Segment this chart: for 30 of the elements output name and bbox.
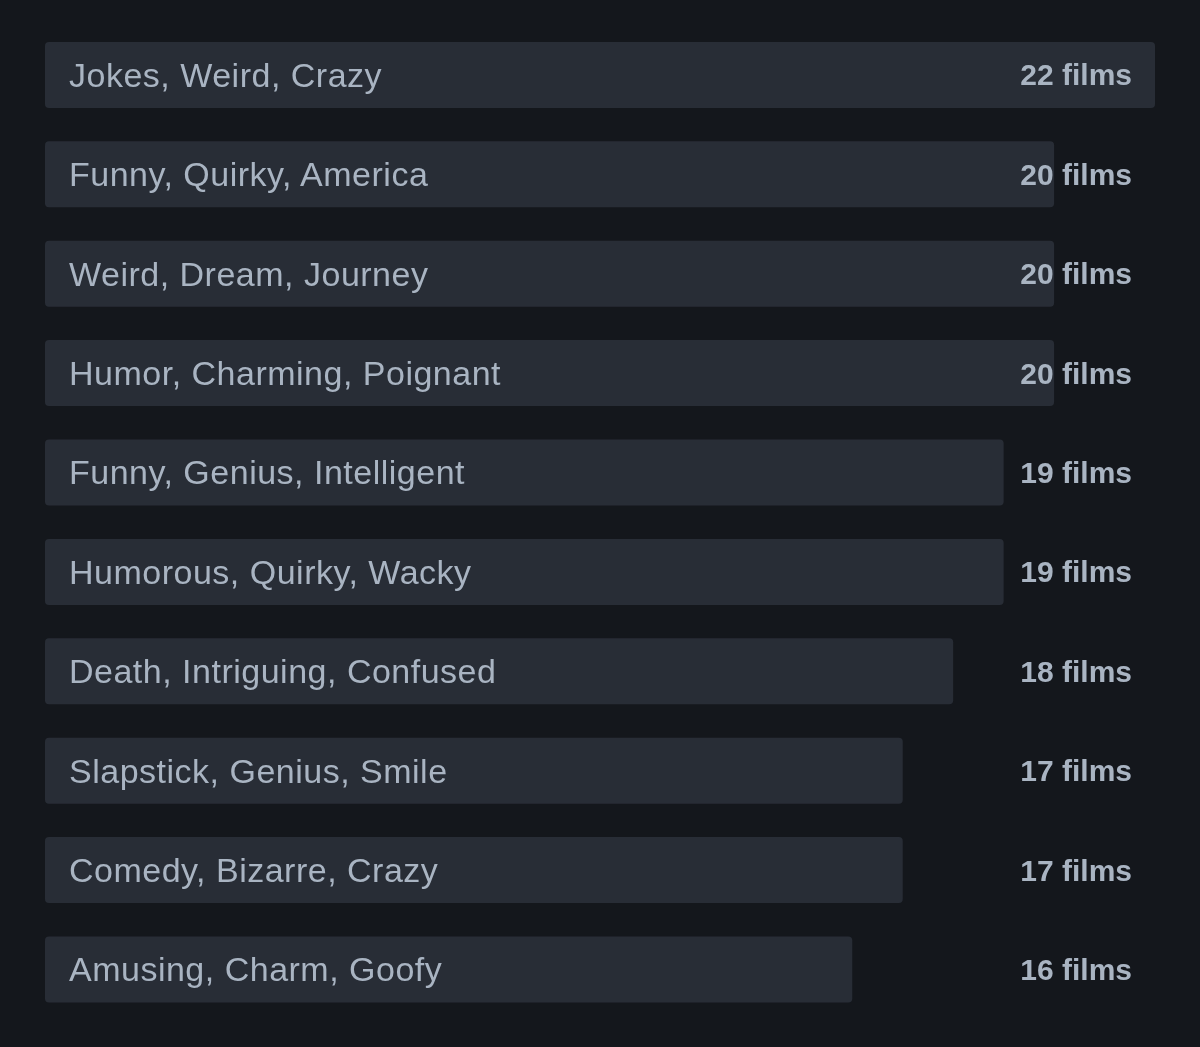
data-label: 16 films — [1020, 953, 1132, 986]
bar — [45, 936, 853, 1003]
y-tick-label: Death, Intriguing, Confused — [69, 652, 497, 691]
bar — [45, 737, 903, 804]
bar — [45, 141, 1055, 208]
data-label: 17 films — [1020, 754, 1132, 788]
y-tick-label: Comedy, Bizarre, Crazy — [69, 851, 439, 889]
y-tick-label: Weird, Dream, Journey — [69, 254, 429, 293]
data-label: 20 films — [1020, 356, 1132, 390]
data-label: 17 films — [1020, 853, 1132, 887]
bar — [45, 538, 1004, 605]
y-tick-label: Humorous, Quirky, Wacky — [69, 552, 472, 591]
y-tick-label: Slapstick, Genius, Smile — [69, 751, 448, 790]
bar — [45, 340, 1055, 407]
data-label: 22 films — [1020, 58, 1132, 92]
bar — [45, 837, 903, 904]
data-label: 19 films — [1020, 555, 1132, 589]
bar — [45, 638, 954, 705]
data-label: 20 films — [1020, 157, 1132, 191]
y-tick-label: Amusing, Charm, Goofy — [69, 950, 443, 989]
data-label: 18 films — [1020, 654, 1132, 688]
bar — [45, 439, 1004, 506]
data-label: 20 films — [1020, 257, 1132, 291]
bar — [45, 41, 1155, 108]
data-label: 19 films — [1020, 456, 1132, 489]
y-tick-label: Funny, Quirky, America — [69, 155, 429, 194]
y-tick-label: Jokes, Weird, Crazy — [69, 55, 383, 94]
y-tick-label: Humor, Charming, Poignant — [69, 354, 502, 392]
bar — [45, 240, 1055, 307]
y-tick-label: Funny, Genius, Intelligent — [69, 453, 466, 492]
